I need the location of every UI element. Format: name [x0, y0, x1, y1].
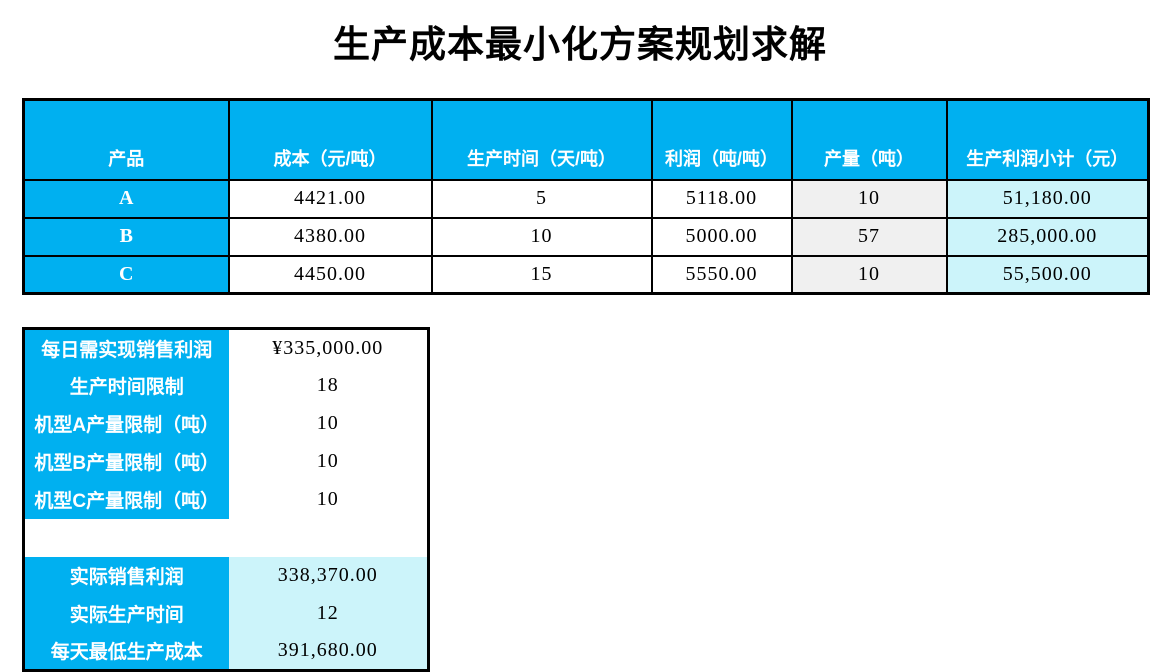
- result-row-min-daily-cost: 每天最低生产成本 391,680.00: [23, 632, 429, 671]
- result-row-actual-profit: 实际销售利润 338,370.00: [23, 556, 429, 595]
- page-title: 生产成本最小化方案规划求解: [333, 25, 827, 66]
- required-profit-label: 每日需实现销售利润: [23, 328, 229, 367]
- product-b-cost[interactable]: 4380.00: [227, 216, 433, 257]
- actual-profit-label: 实际销售利润: [23, 556, 229, 595]
- constraint-row-required-profit: 每日需实现销售利润 ¥335,000.00: [23, 328, 429, 367]
- required-profit-value[interactable]: ¥335,000.00: [228, 328, 429, 367]
- actual-profit-value[interactable]: 338,370.00: [228, 556, 429, 595]
- header-output: 产量（吨）: [790, 98, 948, 181]
- product-c-subtotal[interactable]: 55,500.00: [945, 254, 1150, 295]
- header-profit: 利润（吨/吨）: [650, 98, 793, 181]
- output-limit-c-label: 机型C产量限制（吨）: [23, 480, 229, 519]
- product-b-subtotal[interactable]: 285,000.00: [945, 216, 1150, 257]
- product-c-label: C: [22, 254, 230, 295]
- constraint-row-output-limit-a: 机型A产量限制（吨） 10: [23, 404, 429, 443]
- constraints-results-table: 每日需实现销售利润 ¥335,000.00 生产时间限制 18 机型A产量限制（…: [22, 327, 430, 672]
- product-c-profit[interactable]: 5550.00: [650, 254, 793, 295]
- header-production-time: 生产时间（天/吨）: [430, 98, 653, 181]
- time-limit-value[interactable]: 18: [228, 366, 429, 405]
- product-a-cost[interactable]: 4421.00: [227, 178, 433, 219]
- constraint-row-output-limit-b: 机型B产量限制（吨） 10: [23, 442, 429, 481]
- min-daily-cost-label: 每天最低生产成本: [23, 632, 229, 671]
- output-limit-c-value[interactable]: 10: [228, 480, 429, 519]
- table-row-product-c: C 4450.00 15 5550.00 10 55,500.00: [22, 254, 1150, 295]
- spacer-cell-left: [23, 518, 229, 557]
- output-limit-a-value[interactable]: 10: [228, 404, 429, 443]
- actual-time-label: 实际生产时间: [23, 594, 229, 633]
- spacer-row: [23, 518, 429, 557]
- product-a-subtotal[interactable]: 51,180.00: [945, 178, 1150, 219]
- output-limit-a-label: 机型A产量限制（吨）: [23, 404, 229, 443]
- constraint-row-time-limit: 生产时间限制 18: [23, 366, 429, 405]
- product-b-time[interactable]: 10: [430, 216, 653, 257]
- product-a-output[interactable]: 10: [790, 178, 948, 219]
- product-a-profit[interactable]: 5118.00: [650, 178, 793, 219]
- production-table: 产品 成本（元/吨） 生产时间（天/吨） 利润（吨/吨） 产量（吨） 生产利润小…: [22, 98, 1150, 295]
- product-b-label: B: [22, 216, 230, 257]
- product-b-output[interactable]: 57: [790, 216, 948, 257]
- table-row-product-b: B 4380.00 10 5000.00 57 285,000.00: [22, 216, 1150, 257]
- spacer-cell-right: [228, 518, 429, 557]
- header-product: 产品: [22, 98, 230, 181]
- header-profit-subtotal: 生产利润小计（元）: [945, 98, 1150, 181]
- product-c-time[interactable]: 15: [430, 254, 653, 295]
- product-c-cost[interactable]: 4450.00: [227, 254, 433, 295]
- product-a-label: A: [22, 178, 230, 219]
- product-c-output[interactable]: 10: [790, 254, 948, 295]
- table-row-product-a: A 4421.00 5 5118.00 10 51,180.00: [22, 178, 1150, 219]
- output-limit-b-label: 机型B产量限制（吨）: [23, 442, 229, 481]
- time-limit-label: 生产时间限制: [23, 366, 229, 405]
- result-row-actual-time: 实际生产时间 12: [23, 594, 429, 633]
- actual-time-value[interactable]: 12: [228, 594, 429, 633]
- header-cost: 成本（元/吨）: [227, 98, 433, 181]
- min-daily-cost-value[interactable]: 391,680.00: [228, 632, 429, 671]
- production-table-header-row: 产品 成本（元/吨） 生产时间（天/吨） 利润（吨/吨） 产量（吨） 生产利润小…: [22, 98, 1150, 181]
- product-a-time[interactable]: 5: [430, 178, 653, 219]
- product-b-profit[interactable]: 5000.00: [650, 216, 793, 257]
- constraint-row-output-limit-c: 机型C产量限制（吨） 10: [23, 480, 429, 519]
- output-limit-b-value[interactable]: 10: [228, 442, 429, 481]
